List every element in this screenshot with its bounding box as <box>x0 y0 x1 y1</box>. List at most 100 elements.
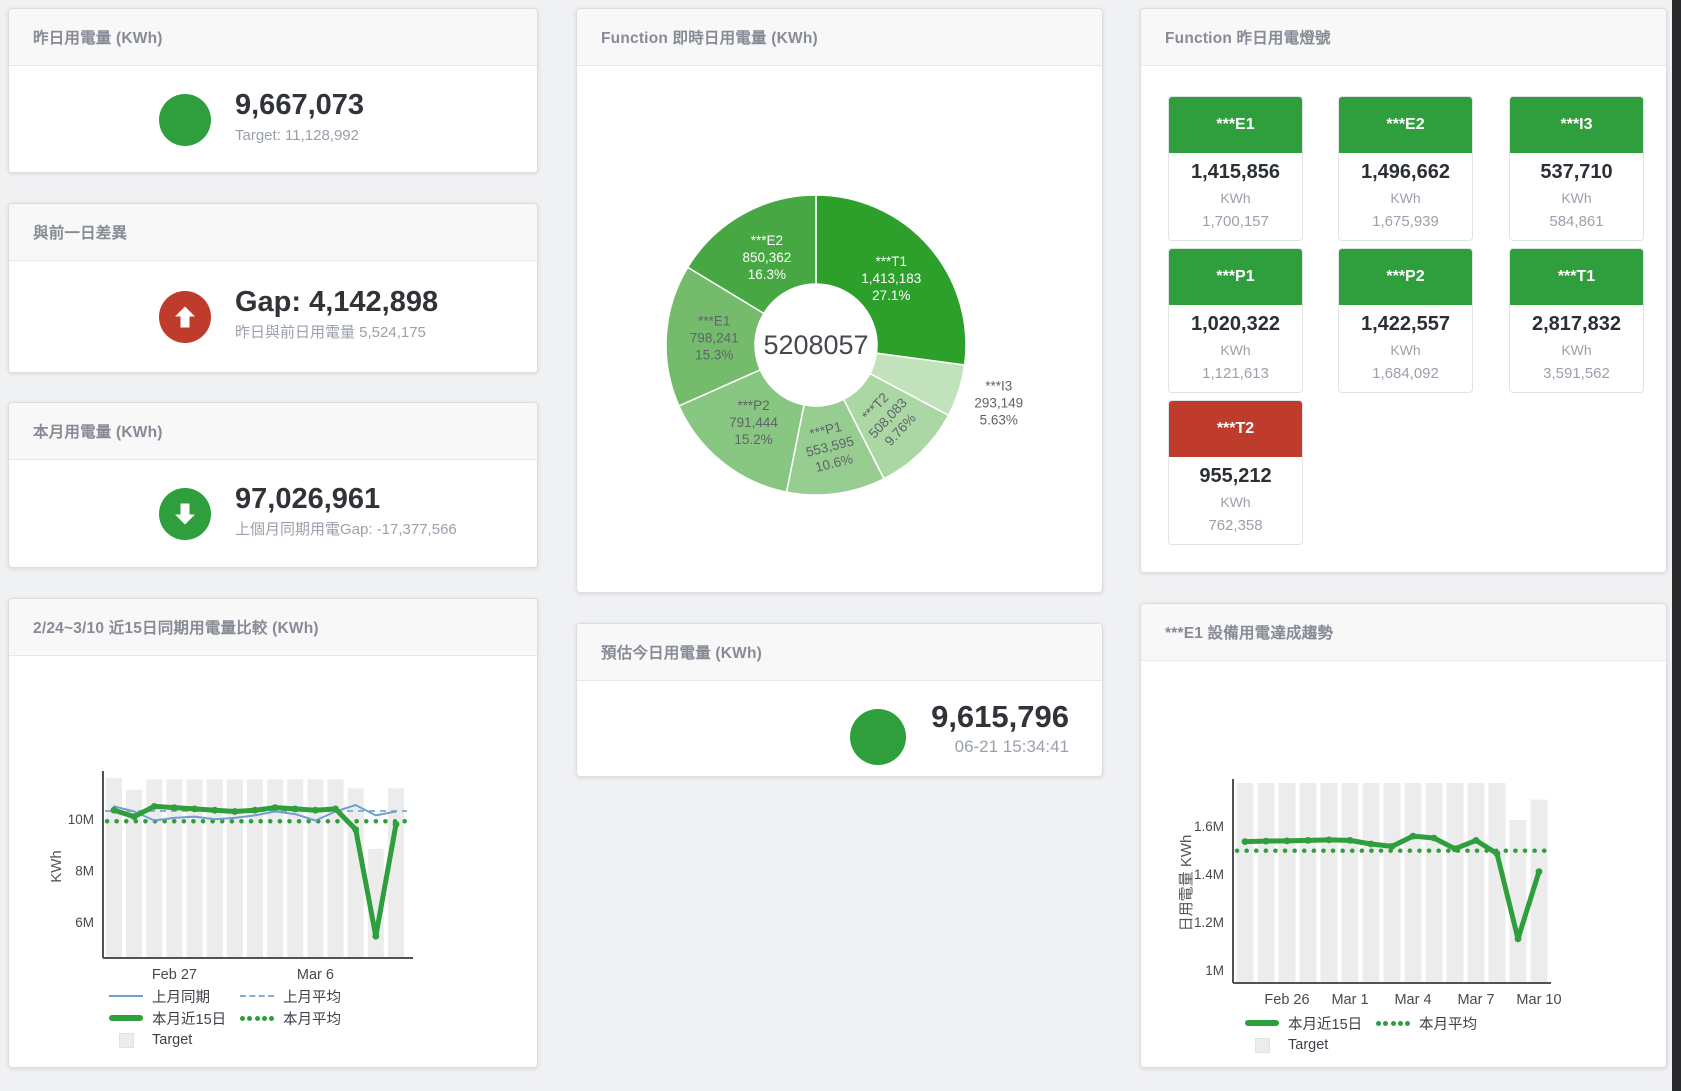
target-bar <box>246 779 263 958</box>
donut-center-total: 5208057 <box>763 330 868 360</box>
stat-subtext: 06-21 15:34:41 <box>954 737 1069 756</box>
card-forecast: 預估今日用電量 (KWh) 9,615,796 06-21 15:34:41 <box>576 623 1103 777</box>
y-tick-label: 1.2M <box>1194 915 1224 930</box>
target-bar <box>347 788 364 958</box>
stat-subtext: Target: 11,128,992 <box>235 127 359 144</box>
legend-row: Target <box>109 1030 192 1050</box>
light-tile-status: ***P1 <box>1169 249 1302 305</box>
target-bar <box>1320 783 1338 983</box>
target-bar <box>1530 799 1548 983</box>
series-point <box>1346 837 1354 844</box>
legend-item[interactable]: 本月平均 <box>240 1008 341 1029</box>
legend-label: Target <box>152 1032 193 1048</box>
target-bar <box>367 848 384 958</box>
card-header: Function 昨日用電燈號 <box>1141 9 1666 66</box>
donut-slice-label: ***P2 791,444 15.2% <box>729 398 778 447</box>
series-point <box>1388 843 1396 850</box>
donut-slice-P2[interactable] <box>677 368 805 493</box>
card-e1-trend: ***E1 設備用電達成趨勢 1M 1.2M 1.4M 1.6M Feb 26 Mar 1… <box>1140 603 1667 1068</box>
x-tick-label: Mar 6 <box>297 967 334 983</box>
legend-square-swatch-icon <box>109 1032 143 1048</box>
donut-slice-label: ***T1 1,413,183 27.1% <box>861 254 921 303</box>
legend-label: Target <box>1288 1037 1329 1053</box>
card-realtime-donut: Function 即時日用電量 (KWh) ***T1 1,413,183 27.1… <box>576 8 1103 593</box>
page-scrollbar[interactable] <box>1672 0 1681 1091</box>
target-bar <box>1383 783 1401 983</box>
light-tile-status: ***P2 <box>1339 249 1472 305</box>
card-compare-chart: 2/24~3/10 近15日同期用電量比較 (KWh) 6M 8M 10M Feb 2… <box>8 598 538 1068</box>
series-point <box>171 804 178 811</box>
legend-item[interactable]: 本月平均 <box>1376 1013 1477 1034</box>
light-tile-unit: KWh <box>1561 190 1592 206</box>
light-tile-unit: KWh <box>1561 342 1592 358</box>
card-body: Gap: 4,142,898 昨日與前日用電量 5,524,175 <box>9 261 537 372</box>
card-title: 預估今日用電量 (KWh) <box>601 645 763 662</box>
legend-label: 本月近15日 <box>1288 1016 1363 1033</box>
y-tick-label: 8M <box>75 864 94 879</box>
series-point <box>1451 845 1459 853</box>
card-status-lights: Function 昨日用電燈號 ***E1 1,415,856 KWh 1,700,1… <box>1140 8 1667 573</box>
card-header: 本月用電量 (KWh) <box>9 403 537 460</box>
donut-slice-label: ***E1 798,241 15.3% <box>690 314 739 363</box>
legend-item[interactable]: Target <box>1245 1037 1328 1053</box>
light-tile-T1: ***T1 2,817,832 KWh 3,591,562 <box>1509 248 1644 393</box>
light-tile-P1: ***P1 1,020,322 KWh 1,121,613 <box>1168 248 1303 393</box>
series-point <box>392 820 400 828</box>
legend-item[interactable]: 上月平均 <box>240 986 341 1007</box>
target-bar <box>387 788 404 958</box>
card-body: 9,667,073 Target: 11,128,992 <box>9 66 537 172</box>
legend-dashed-swatch-icon <box>240 995 274 997</box>
light-tile-unit: KWh <box>1220 342 1251 358</box>
light-tile-value: 1,415,856 <box>1191 161 1280 183</box>
light-tile-subvalue: 1,700,157 <box>1202 213 1269 230</box>
trend-chart-svg[interactable]: 1M 1.2M 1.4M 1.6M Feb 26 Mar 1 Mar 4 Mar 7 Mar 1… <box>1141 661 1668 1068</box>
series-point <box>150 803 158 810</box>
series-point <box>110 806 118 814</box>
card-header: 預估今日用電量 (KWh) <box>577 624 1102 681</box>
legend-item[interactable]: 上月同期 <box>109 986 240 1007</box>
series-point <box>191 805 199 813</box>
target-bar <box>1341 783 1359 983</box>
target-bar <box>1467 783 1485 983</box>
y-tick-label: 1.4M <box>1194 867 1224 882</box>
realtime-donut-chart-svg[interactable]: ***T1 1,413,183 27.1%***I3 293,149 5.63%***T… <box>577 66 1104 593</box>
card-title: 本月用電量 (KWh) <box>33 424 163 441</box>
x-tick-label: Feb 26 <box>1264 992 1309 1008</box>
compare-chart-svg[interactable]: 6M 8M 10M Feb 27 Mar 6 KWh <box>9 656 539 1068</box>
light-tile-I3: ***I3 537,710 KWh 584,861 <box>1509 96 1644 241</box>
stat-value: 9,615,796 <box>931 699 1069 734</box>
legend-item[interactable]: 本月近15日 <box>1245 1013 1376 1034</box>
card-yesterday-usage: 昨日用電量 (KWh) 9,667,073 Target: 11,128,992 <box>8 8 538 173</box>
series-point <box>1304 837 1312 844</box>
series-point <box>1283 837 1291 845</box>
light-tile-value: 1,020,322 <box>1191 313 1280 335</box>
legend-item[interactable]: 本月近15日 <box>109 1008 240 1029</box>
card-header: 與前一日差異 <box>9 204 537 261</box>
series-point <box>312 806 319 814</box>
target-bar <box>1236 783 1254 983</box>
legend-square-swatch-icon <box>1245 1037 1279 1053</box>
target-bar <box>1509 820 1527 983</box>
x-tick-label: Mar 7 <box>1457 992 1494 1008</box>
legend-solid-thick-swatch-icon <box>109 1015 143 1021</box>
light-tile-status: ***E2 <box>1339 97 1472 153</box>
stat-value: 9,667,073 <box>235 89 365 121</box>
light-tile-status: ***T2 <box>1169 401 1302 457</box>
light-tile-E2: ***E2 1,496,662 KWh 1,675,939 <box>1338 96 1473 241</box>
card-month-usage: 本月用電量 (KWh) 97,026,961 上個月同期用電Gap: -17,3… <box>8 402 538 568</box>
stat-text: 9,667,073 Target: 11,128,992 <box>235 88 364 147</box>
series-point <box>1493 850 1501 857</box>
legend-row: 本月近15日 本月平均 <box>109 1008 341 1028</box>
target-bar <box>186 779 203 958</box>
legend-label: 上月同期 <box>152 989 210 1006</box>
arrow-up-icon <box>159 291 211 343</box>
legend-item[interactable]: Target <box>109 1032 192 1048</box>
donut-center <box>755 284 877 406</box>
y-tick-label: 1M <box>1205 963 1224 978</box>
legend-row: 上月同期 上月平均 <box>109 986 341 1006</box>
card-body: ***T1 1,413,183 27.1% ***I3 293,149 5.63% ***T… <box>577 66 1102 592</box>
light-tile-status: ***T1 <box>1510 249 1643 305</box>
series-point <box>231 808 239 815</box>
card-title: 2/24~3/10 近15日同期用電量比較 (KWh) <box>33 620 319 637</box>
light-tile-subvalue: 1,684,092 <box>1372 365 1439 382</box>
